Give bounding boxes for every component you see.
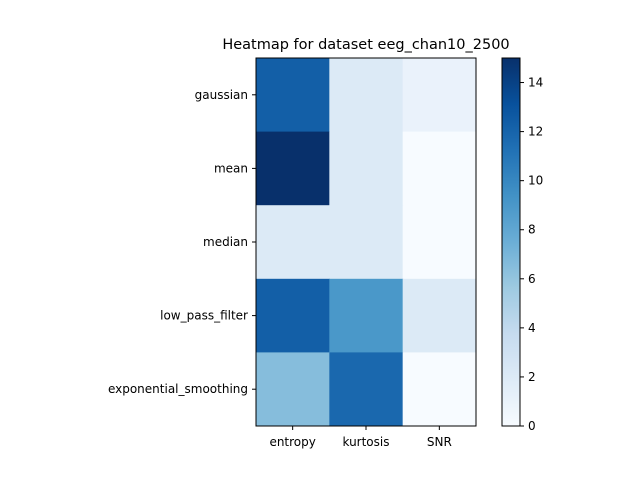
colorbar (501, 57, 521, 427)
chart-title: Heatmap for dataset eeg_chan10_2500 (222, 37, 509, 53)
heatmap-cell (256, 205, 330, 280)
heatmap-cell (329, 58, 404, 133)
y-tick-label: mean (214, 161, 248, 175)
heatmap-cell (256, 131, 330, 206)
heatmap-cells (256, 58, 477, 427)
heatmap-cell (329, 278, 404, 353)
colorbar-tick-label: 0 (528, 419, 536, 433)
heatmap-cell (256, 352, 330, 427)
x-tick-label: entropy (269, 435, 315, 449)
heatmap-cell (329, 131, 404, 206)
y-axis: gaussian mean median low_pass_filterexponen… (108, 88, 256, 396)
colorbar-tick-label: 6 (528, 272, 536, 286)
heatmap-cell (402, 352, 477, 427)
colorbar-tick-label: 14 (528, 76, 543, 90)
x-tick-label: kurtosis (342, 435, 389, 449)
heatmap-cell (402, 205, 477, 280)
heatmap-cell (256, 58, 330, 133)
colorbar-tick-label: 4 (528, 321, 536, 335)
y-tick-label: median (203, 235, 248, 249)
x-tick-label: SNR (427, 435, 452, 449)
heatmap-cell (329, 205, 404, 280)
colorbar-tick-label: 10 (528, 174, 543, 188)
heatmap-cell (329, 352, 404, 427)
x-axis: entropy kurtosis SNR (269, 426, 452, 449)
colorbar-tick-label: 12 (528, 125, 543, 139)
colorbar-axis: 0 2 4 6 8 10 12 14 (520, 76, 543, 433)
colorbar-tick-label: 8 (528, 223, 536, 237)
y-tick-label: exponential_smoothing (108, 382, 248, 396)
heatmap-cell (402, 58, 477, 133)
heatmap-cell (402, 278, 477, 353)
heatmap-cell (402, 131, 477, 206)
colorbar-tick-label: 2 (528, 370, 536, 384)
heatmap-cell (256, 278, 330, 353)
y-tick-label: low_pass_filter (160, 309, 248, 323)
y-tick-label: gaussian (195, 88, 248, 102)
